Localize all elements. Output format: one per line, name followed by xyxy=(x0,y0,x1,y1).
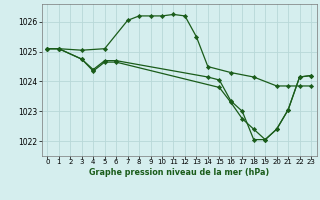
X-axis label: Graphe pression niveau de la mer (hPa): Graphe pression niveau de la mer (hPa) xyxy=(89,168,269,177)
